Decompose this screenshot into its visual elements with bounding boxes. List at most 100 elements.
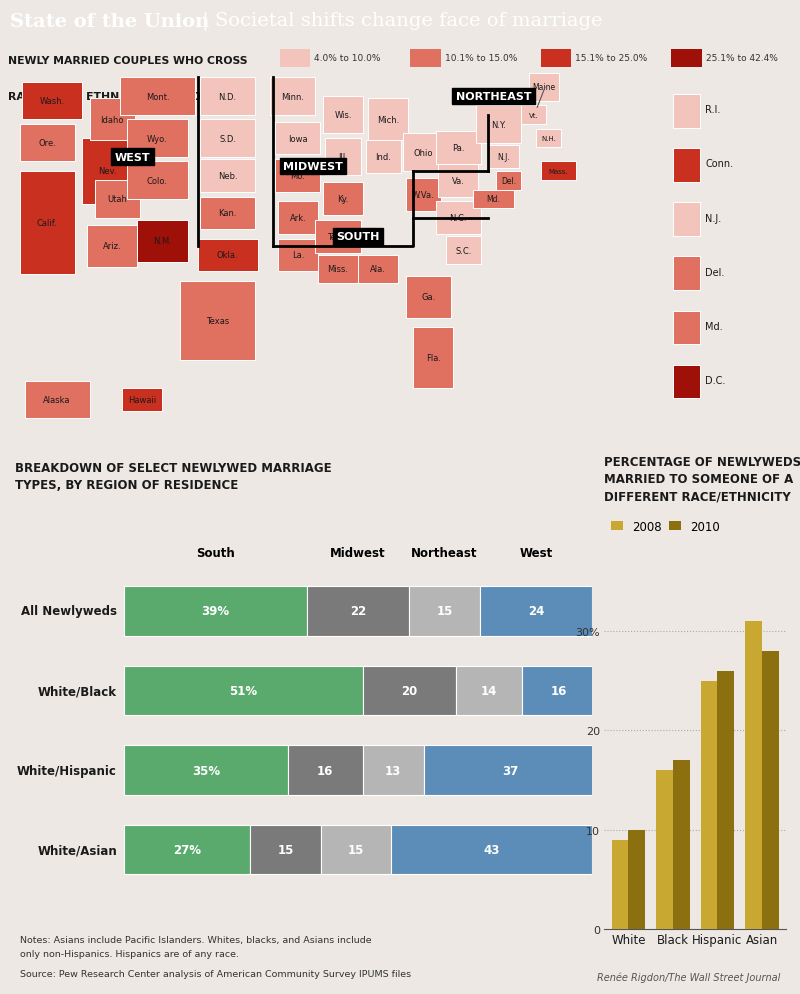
- Bar: [673, 203, 700, 237]
- Text: N.J.: N.J.: [497, 153, 510, 162]
- Bar: [629, 830, 646, 929]
- Text: Ore.: Ore.: [38, 139, 56, 148]
- Text: Nev.: Nev.: [98, 167, 117, 176]
- Text: Maine: Maine: [532, 83, 555, 92]
- Text: White/Black: White/Black: [38, 684, 117, 698]
- Bar: [200, 120, 255, 158]
- Bar: [321, 825, 390, 875]
- Text: N.Y.: N.Y.: [491, 120, 506, 129]
- Text: Midwest: Midwest: [330, 547, 386, 560]
- Text: RACIAL AND ETHNIC LINES, 2008-2010: RACIAL AND ETHNIC LINES, 2008-2010: [8, 91, 243, 101]
- Text: West: West: [519, 547, 553, 560]
- Bar: [323, 183, 363, 216]
- Text: 39%: 39%: [201, 604, 230, 618]
- Text: 13: 13: [385, 763, 402, 777]
- Bar: [94, 181, 140, 219]
- Bar: [122, 389, 162, 412]
- Bar: [362, 746, 423, 795]
- Bar: [315, 221, 361, 253]
- Bar: [522, 666, 597, 716]
- FancyBboxPatch shape: [541, 50, 571, 68]
- Bar: [414, 328, 454, 389]
- Text: Utah: Utah: [107, 195, 127, 204]
- Bar: [82, 139, 132, 205]
- Text: BREAKDOWN OF SELECT NEWLYWED MARRIAGE
TYPES, BY REGION OF RESIDENCE: BREAKDOWN OF SELECT NEWLYWED MARRIAGE TY…: [15, 461, 332, 492]
- Bar: [288, 746, 362, 795]
- Text: NEWLY MARRIED COUPLES WHO CROSS: NEWLY MARRIED COUPLES WHO CROSS: [8, 56, 247, 66]
- Bar: [138, 221, 187, 262]
- Text: S.D.: S.D.: [219, 134, 236, 143]
- Bar: [718, 671, 734, 929]
- Text: White/Hispanic: White/Hispanic: [17, 763, 117, 777]
- Bar: [124, 586, 306, 636]
- Bar: [745, 621, 762, 929]
- Text: | Societal shifts change face of marriage: | Societal shifts change face of marriag…: [196, 12, 602, 32]
- FancyBboxPatch shape: [410, 50, 441, 68]
- Text: Ind.: Ind.: [375, 153, 391, 162]
- Bar: [496, 172, 521, 190]
- Bar: [19, 125, 74, 162]
- Text: 20: 20: [402, 684, 418, 698]
- Bar: [762, 651, 779, 929]
- Text: only non-Hispanics. Hispanics are of any race.: only non-Hispanics. Hispanics are of any…: [20, 949, 239, 958]
- Text: Miss.: Miss.: [327, 265, 349, 274]
- Text: Hawaii: Hawaii: [128, 396, 157, 405]
- Text: Texas: Texas: [206, 316, 230, 325]
- FancyBboxPatch shape: [671, 50, 702, 68]
- Bar: [541, 162, 576, 181]
- Legend: 2008, 2010: 2008, 2010: [606, 516, 725, 538]
- Text: 25.1% to 42.4%: 25.1% to 42.4%: [706, 55, 778, 64]
- Text: 35%: 35%: [192, 763, 220, 777]
- Bar: [127, 120, 187, 158]
- Bar: [673, 95, 700, 129]
- Text: Renée Rigdon/The Wall Street Journal: Renée Rigdon/The Wall Street Journal: [597, 971, 780, 982]
- Bar: [270, 79, 315, 115]
- Text: W.Va.: W.Va.: [412, 191, 434, 200]
- Bar: [275, 122, 321, 155]
- Bar: [423, 746, 597, 795]
- Text: S.C.: S.C.: [455, 247, 471, 255]
- Text: N.D.: N.D.: [218, 92, 237, 101]
- Bar: [656, 770, 673, 929]
- Bar: [124, 746, 288, 795]
- Bar: [673, 149, 700, 183]
- Bar: [200, 198, 255, 230]
- Text: Notes: Asians include Pacific Islanders. Whites, blacks, and Asians include: Notes: Asians include Pacific Islanders.…: [20, 935, 372, 944]
- Text: Minn.: Minn.: [282, 92, 304, 101]
- Text: Va.: Va.: [452, 177, 465, 186]
- Text: White/Asian: White/Asian: [38, 843, 117, 857]
- Bar: [250, 825, 321, 875]
- Text: Calif.: Calif.: [37, 219, 58, 228]
- Text: Del.: Del.: [705, 267, 725, 277]
- Text: Ark.: Ark.: [290, 214, 306, 223]
- Bar: [275, 160, 321, 193]
- Text: 51%: 51%: [230, 684, 258, 698]
- Bar: [200, 160, 255, 193]
- Text: Del.: Del.: [501, 177, 516, 186]
- Text: 14: 14: [481, 684, 498, 698]
- Bar: [410, 586, 480, 636]
- Bar: [124, 666, 362, 716]
- Text: 15: 15: [347, 843, 364, 857]
- Bar: [438, 165, 478, 198]
- Text: 27%: 27%: [173, 843, 201, 857]
- Text: 16: 16: [551, 684, 567, 698]
- Text: 4.0% to 10.0%: 4.0% to 10.0%: [314, 55, 381, 64]
- Text: 15.1% to 25.0%: 15.1% to 25.0%: [575, 55, 647, 64]
- Text: Ky.: Ky.: [338, 195, 349, 204]
- Text: Mont.: Mont.: [146, 92, 170, 101]
- Bar: [124, 825, 250, 875]
- Text: Mich.: Mich.: [377, 116, 399, 125]
- Bar: [318, 255, 358, 283]
- Bar: [198, 240, 258, 272]
- Bar: [489, 146, 518, 169]
- Bar: [390, 825, 592, 875]
- Text: SOUTH: SOUTH: [336, 232, 380, 242]
- Text: Ga.: Ga.: [421, 293, 435, 302]
- Text: Ill.: Ill.: [338, 153, 348, 162]
- Text: 43: 43: [483, 843, 499, 857]
- Text: Vt.: Vt.: [529, 112, 538, 118]
- Text: 24: 24: [528, 604, 544, 618]
- Text: PERCENTAGE OF NEWLYWEDS
MARRIED TO SOMEONE OF A
DIFFERENT RACE/ETHNICITY: PERCENTAGE OF NEWLYWEDS MARRIED TO SOMEO…: [604, 455, 800, 503]
- Bar: [368, 99, 408, 141]
